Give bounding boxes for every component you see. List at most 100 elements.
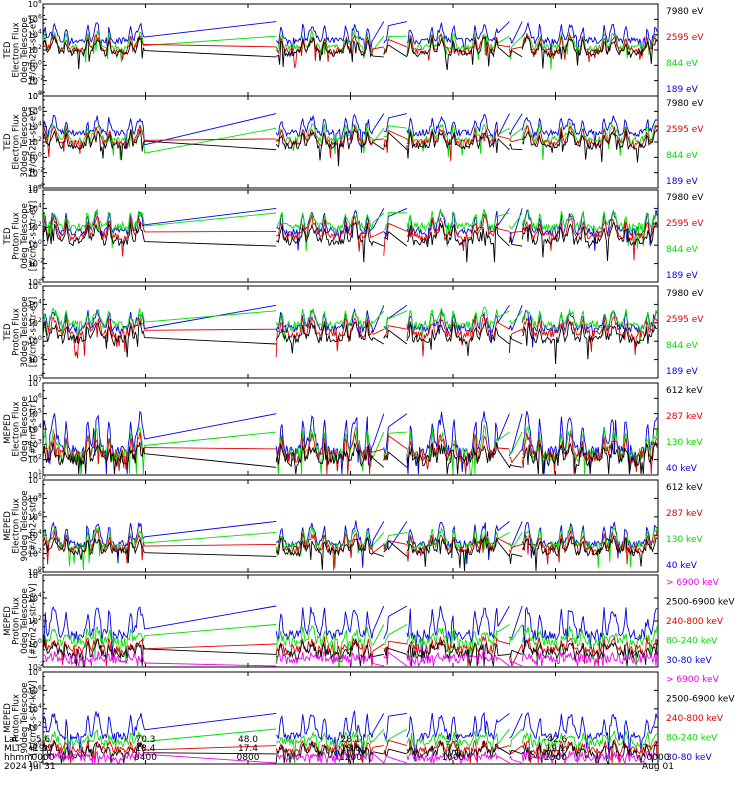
y-axis-label-line: [#/cm2-s-str-keV] <box>29 681 39 756</box>
tick-label-exponent: -4 <box>38 90 44 97</box>
y-tick-label: 10 3 <box>28 438 42 449</box>
legend-entry: 189 eV <box>666 177 699 187</box>
tick-label-base: 10 <box>28 46 38 55</box>
tick-label-exponent: 6 <box>38 280 42 287</box>
series-line-2595-eV <box>42 124 658 161</box>
tick-label-exponent: 0 <box>38 566 42 573</box>
tick-label-base: 10 <box>28 742 38 751</box>
series-line-189-eV <box>42 207 658 251</box>
y-axis-label-line: [#/cm2-s-str-eV] <box>29 297 39 367</box>
series-line-40-keV <box>42 410 658 475</box>
x-tick-hhmm: 1600 <box>442 753 465 763</box>
y-tick-label: 10 2 <box>28 548 42 559</box>
tick-label-base: 10 <box>28 456 38 465</box>
y-tick-label: 10 2 <box>28 44 42 55</box>
tick-label-base: 10 <box>28 617 38 626</box>
y-tick-label: 10 6 <box>28 105 42 116</box>
tick-label-exponent: 4 <box>38 121 42 128</box>
legend-entry: 7980 eV <box>666 289 704 299</box>
tick-label-base: 10 <box>28 476 38 485</box>
tick-label-base: 10 <box>28 77 38 86</box>
tick-label-exponent: 4 <box>38 423 42 430</box>
tick-label-exponent: -2 <box>38 258 44 265</box>
x-tick-lat: -42.6 <box>544 735 568 745</box>
legend-entry: 287 keV <box>666 412 703 422</box>
y-tick-label: 10 0 <box>28 566 42 577</box>
tick-label-base: 10 <box>28 282 38 291</box>
x-tick-hhmm: 1200 <box>339 753 362 763</box>
tick-label-base: 10 <box>28 107 38 116</box>
legend-entry: 7980 eV <box>666 193 704 203</box>
y-tick-label: 10 2 <box>28 454 42 465</box>
y-tick-label: 10 -4 <box>28 372 44 383</box>
series-line-80-240-keV <box>42 728 658 764</box>
tick-label-exponent: 2 <box>38 317 42 324</box>
y-axis-label-line: [#/cm2-s-str] <box>29 498 39 555</box>
y-axis-label-line: 0deg Telescope <box>20 396 30 462</box>
y-tick-label: 10 1 <box>28 469 42 480</box>
y-tick-label: 10 2 <box>28 221 42 232</box>
y-axis-label: TEDProton Flux0deg Telescope[#/cm2-s-str… <box>3 201 39 271</box>
tick-label-exponent: 1 <box>38 469 42 476</box>
y-tick-label: 10 5 <box>28 408 42 419</box>
tick-label-base: 10 <box>28 223 38 232</box>
legend-entry: 612 keV <box>666 483 703 493</box>
tick-label-exponent: 4 <box>38 202 42 209</box>
legend-entry: 844 eV <box>666 341 699 351</box>
y-axis-label-line: Electron Flux <box>12 22 22 77</box>
series-line-189-eV <box>42 113 658 153</box>
tick-label-exponent: -2 <box>38 354 44 361</box>
tick-label-base: 10 <box>28 138 38 147</box>
tick-label-base: 10 <box>28 123 38 132</box>
tick-label-base: 10 <box>28 241 38 250</box>
tick-label-exponent: 6 <box>38 184 42 191</box>
x-tick-mlt: 17.4 <box>238 744 258 754</box>
tick-label-exponent: -4 <box>38 276 44 283</box>
x-tick-mlt: 19.1 <box>545 744 565 754</box>
tick-label-base: 10 <box>28 705 38 714</box>
tick-label-base: 10 <box>28 531 38 540</box>
tick-label-base: 10 <box>28 760 38 769</box>
y-tick-label: 10 -2 <box>28 167 44 178</box>
tick-label-base: 10 <box>28 394 38 403</box>
y-tick-label: 10 2 <box>28 317 42 328</box>
y-tick-label: 10 4 <box>28 592 42 603</box>
legend-entry: 2500-6900 keV <box>666 598 735 608</box>
x-tick-lat: 70.3 <box>135 735 155 745</box>
tick-label-exponent: 6 <box>38 511 42 518</box>
series-line-240-800-keV <box>42 635 658 667</box>
y-tick-label: 10 0 <box>28 151 42 162</box>
tick-label-exponent: 0 <box>38 740 42 747</box>
x-tick-lat: 48.0 <box>238 735 258 745</box>
tick-label-base: 10 <box>28 61 38 70</box>
tick-label-base: 10 <box>28 169 38 178</box>
legend-entry: 2595 eV <box>666 33 704 43</box>
tick-label-exponent: -4 <box>38 182 44 189</box>
tick-label-base: 10 <box>28 571 38 580</box>
tick-label-exponent: 2 <box>38 221 42 228</box>
x-tick-mlt: 19.5 <box>33 744 53 754</box>
legend-entry: 40 keV <box>666 561 698 571</box>
tick-label-exponent: -2 <box>38 661 44 668</box>
y-axis-label-line: Electron Flux <box>12 498 22 553</box>
tick-label-base: 10 <box>28 663 38 672</box>
tick-label-exponent: 2 <box>38 136 42 143</box>
tick-label-exponent: 5 <box>38 408 42 415</box>
y-tick-label: 10 4 <box>28 202 42 213</box>
y-axis-label-line: 30deg Telescope <box>20 106 30 177</box>
x-tick-hhmm: 0400 <box>134 753 157 763</box>
legend-entry: 7980 eV <box>666 99 704 109</box>
x-tick-hhmm: 0000 <box>647 753 670 763</box>
legend-entry: 130 keV <box>666 438 703 448</box>
y-tick-label: 10 4 <box>28 423 42 434</box>
x-tick-lat: 5.6 <box>36 735 51 745</box>
tick-label-exponent: 6 <box>38 13 42 20</box>
tick-label-base: 10 <box>28 15 38 24</box>
tick-label-base: 10 <box>28 550 38 559</box>
tick-label-base: 10 <box>28 356 38 365</box>
y-tick-label: 10 0 <box>28 740 42 751</box>
